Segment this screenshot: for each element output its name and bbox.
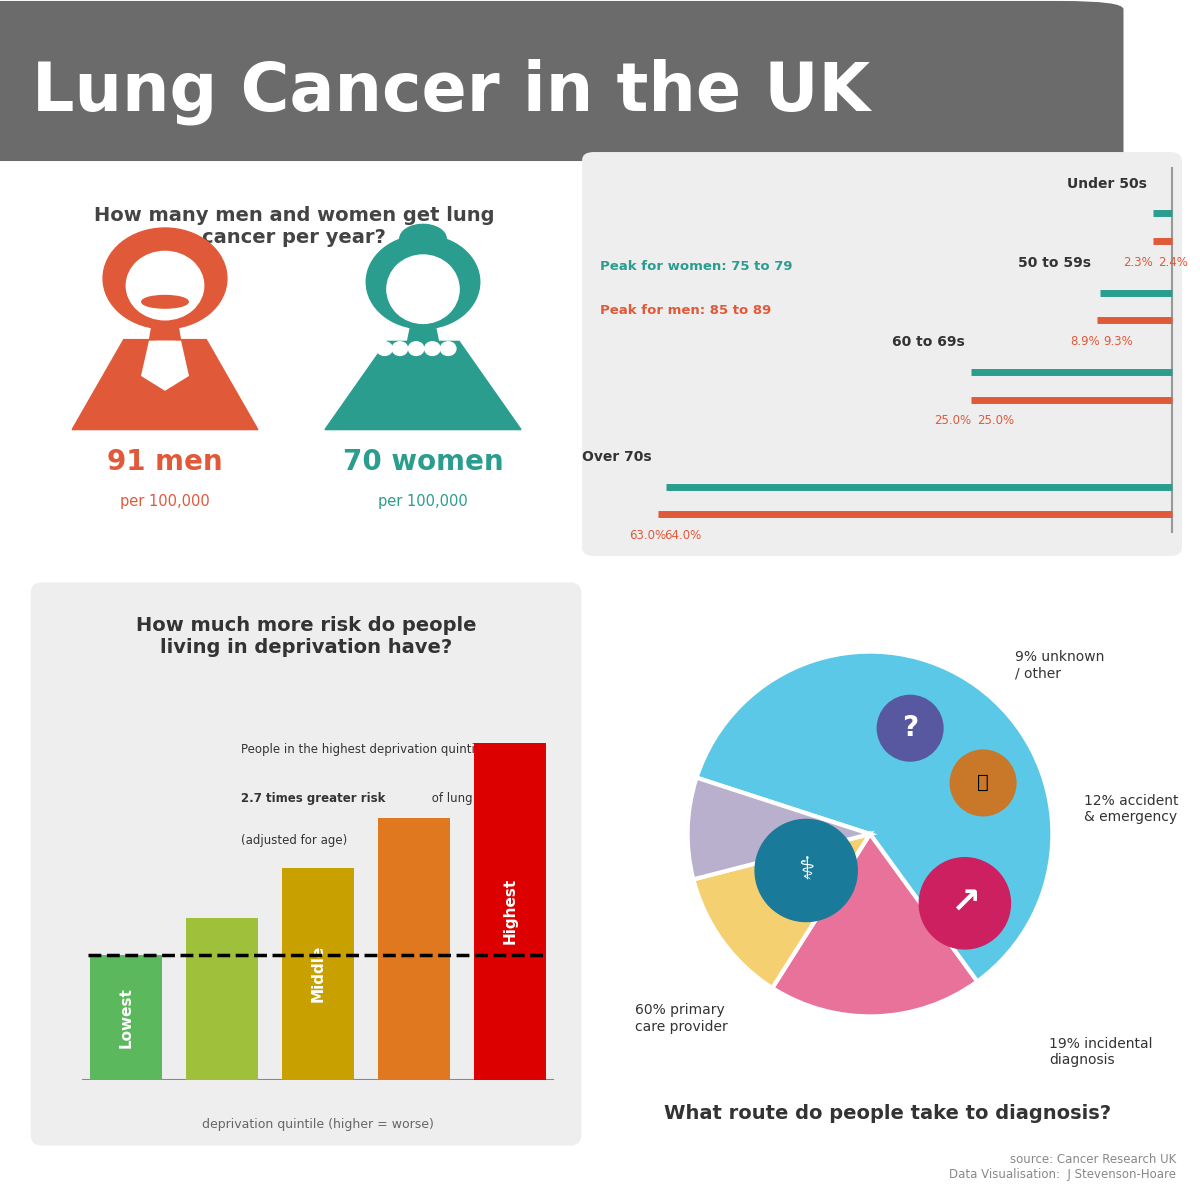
Text: Middle: Middle xyxy=(311,946,325,1002)
Circle shape xyxy=(950,750,1016,816)
Polygon shape xyxy=(325,341,521,430)
Polygon shape xyxy=(72,340,258,430)
Ellipse shape xyxy=(142,295,188,308)
Text: 70 women: 70 women xyxy=(343,448,503,476)
FancyBboxPatch shape xyxy=(31,582,581,1146)
Text: 19% incidental
diagnosis: 19% incidental diagnosis xyxy=(1049,1037,1153,1067)
Text: How much more risk do people
living in deprivation have?: How much more risk do people living in d… xyxy=(136,616,476,656)
Text: 9.3%: 9.3% xyxy=(1103,335,1133,348)
Text: Under 50s: Under 50s xyxy=(1067,176,1147,191)
Ellipse shape xyxy=(126,251,204,319)
Polygon shape xyxy=(414,253,432,260)
Text: 8.9%: 8.9% xyxy=(1070,335,1100,348)
Ellipse shape xyxy=(400,224,446,253)
Polygon shape xyxy=(142,341,188,390)
Text: 25.0%: 25.0% xyxy=(934,414,971,427)
Text: 2.4%: 2.4% xyxy=(1158,256,1188,269)
Bar xyxy=(474,743,546,1080)
Text: Lowest: Lowest xyxy=(119,988,133,1048)
Circle shape xyxy=(877,695,943,761)
Polygon shape xyxy=(150,325,180,340)
Text: 12% accident
& emergency: 12% accident & emergency xyxy=(1084,793,1178,824)
Text: 2.3%: 2.3% xyxy=(1123,256,1153,269)
Text: 63.0%: 63.0% xyxy=(629,529,666,542)
Text: source: Cancer Research UK
Data Visualisation:  J Stevenson-Hoare: source: Cancer Research UK Data Visualis… xyxy=(949,1153,1176,1181)
Wedge shape xyxy=(688,778,870,880)
Ellipse shape xyxy=(377,342,392,355)
Ellipse shape xyxy=(425,342,440,355)
Ellipse shape xyxy=(440,342,456,355)
Text: ?: ? xyxy=(902,714,918,743)
Text: 9% unknown
/ other: 9% unknown / other xyxy=(1015,650,1104,680)
Text: (adjusted for age): (adjusted for age) xyxy=(241,834,348,847)
Text: 25.0%: 25.0% xyxy=(977,414,1014,427)
Text: 2.7 times greater risk: 2.7 times greater risk xyxy=(241,792,385,805)
Wedge shape xyxy=(773,834,977,1016)
Text: ↗: ↗ xyxy=(949,887,980,920)
Text: of lung cancer: of lung cancer xyxy=(427,792,516,805)
Ellipse shape xyxy=(103,228,227,329)
Bar xyxy=(186,918,258,1080)
Text: Peak for men: 85 to 89: Peak for men: 85 to 89 xyxy=(600,304,772,317)
Text: 60 to 69s: 60 to 69s xyxy=(893,335,965,349)
Text: per 100,000: per 100,000 xyxy=(120,494,210,509)
Text: What route do people take to diagnosis?: What route do people take to diagnosis? xyxy=(665,1104,1111,1123)
Text: Highest: Highest xyxy=(503,878,517,944)
Text: 🏥: 🏥 xyxy=(977,774,989,792)
Wedge shape xyxy=(694,834,870,988)
Bar xyxy=(90,955,162,1080)
Text: Over 70s: Over 70s xyxy=(582,450,652,464)
Polygon shape xyxy=(155,341,175,350)
Text: per 100,000: per 100,000 xyxy=(378,494,468,509)
Text: Peak for women: 75 to 79: Peak for women: 75 to 79 xyxy=(600,260,792,274)
Text: ⚕: ⚕ xyxy=(798,856,815,884)
Text: 91 men: 91 men xyxy=(107,448,223,476)
Circle shape xyxy=(919,858,1010,949)
Wedge shape xyxy=(696,652,1052,982)
Circle shape xyxy=(755,820,857,922)
FancyBboxPatch shape xyxy=(0,1,1123,161)
Text: 64.0%: 64.0% xyxy=(664,529,701,542)
Text: 60% primary
care provider: 60% primary care provider xyxy=(635,1003,727,1033)
Bar xyxy=(378,817,450,1080)
Text: How many men and women get lung
cancer per year?: How many men and women get lung cancer p… xyxy=(94,206,494,247)
FancyBboxPatch shape xyxy=(582,152,1182,556)
Text: 50 to 59s: 50 to 59s xyxy=(1019,256,1091,270)
Ellipse shape xyxy=(408,342,424,355)
Bar xyxy=(282,868,354,1080)
Text: People in the highest deprivation quintile are at: People in the highest deprivation quinti… xyxy=(241,743,524,756)
Text: deprivation quintile (higher = worse): deprivation quintile (higher = worse) xyxy=(202,1118,434,1130)
Ellipse shape xyxy=(366,235,480,329)
Polygon shape xyxy=(408,329,438,341)
Ellipse shape xyxy=(386,254,460,323)
Ellipse shape xyxy=(392,342,408,355)
Text: Lung Cancer in the UK: Lung Cancer in the UK xyxy=(31,59,870,125)
